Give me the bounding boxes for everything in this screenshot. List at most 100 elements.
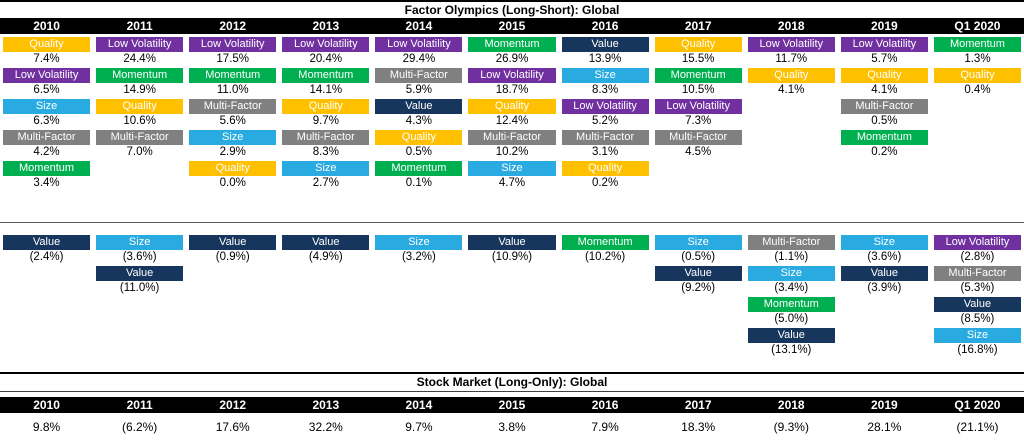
factor-chip-quality: Quality — [375, 130, 463, 145]
factor-column: Value (10.9%) — [465, 234, 558, 265]
factor-chip-momentum: Momentum — [96, 68, 184, 83]
factor-chip-low-volatility: Low Volatility — [96, 37, 184, 52]
factor-return-value: (2.4%) — [29, 251, 64, 263]
factor-return-value: 24.4% — [123, 53, 156, 65]
factor-column: Low Volatility 20.4% Momentum 14.1% Quality 9… — [279, 36, 372, 191]
factor-chip-momentum: Momentum — [468, 37, 556, 52]
factor-return-value: (11.0%) — [119, 282, 160, 294]
factor-chip-momentum: Momentum — [747, 297, 835, 312]
stock-market-return-value: (6.2%) — [121, 420, 158, 434]
year-header-cell: 2011 — [126, 398, 153, 412]
factor-column: Low Volatility 24.4% Momentum 14.9% Quality 1… — [93, 36, 186, 160]
factor-return-value: 4.7% — [498, 177, 526, 189]
factor-chip-low-volatility: Low Volatility — [933, 235, 1021, 250]
factor-column: Value (4.9%) — [279, 234, 372, 265]
year-header-cell: 2014 — [405, 19, 433, 33]
factor-return-value: (13.1%) — [771, 344, 812, 356]
year-header-row-top: 2010 2011 2012 2013 2014 2015 2016 2017 2018 2019… — [0, 18, 1024, 34]
factor-chip-momentum: Momentum — [933, 37, 1021, 52]
stock-market-return-value: 9.7% — [405, 420, 433, 434]
factor-column: Momentum (10.2%) — [559, 234, 652, 265]
factor-chip-momentum: Momentum — [189, 68, 277, 83]
year-header-cell: 2014 — [405, 398, 433, 412]
factor-column: Quality 7.4% Low Volatility 6.5% Size 6.3% Mul… — [0, 36, 93, 191]
year-header-cell: 2017 — [684, 398, 712, 412]
year-header-cell: 2012 — [219, 398, 247, 412]
factor-return-value: 14.9% — [123, 84, 156, 96]
factor-chip-quality: Quality — [840, 68, 928, 83]
factor-chip-quality: Quality — [561, 161, 649, 176]
factor-chip-size: Size — [933, 328, 1021, 343]
factor-return-value: 4.1% — [778, 84, 805, 96]
year-header-cell: 2013 — [312, 19, 340, 33]
factor-chip-multi-factor: Multi-Factor — [282, 130, 370, 145]
factor-return-value: 7.0% — [126, 146, 153, 158]
factor-chip-value: Value — [3, 235, 91, 250]
year-header-cell: 2019 — [871, 398, 898, 412]
factor-return-value: 10.5% — [681, 84, 715, 96]
year-header-cell: 2010 — [33, 398, 60, 412]
stock-market-values-row: 9.8% (6.2%) 17.6% 32.2% 9.7% 3.8% 7.9% 18.3% (9.… — [0, 420, 1024, 435]
factor-return-value: 4.3% — [405, 115, 433, 127]
factor-column: Multi-Factor (1.1%) Size (3.4%) Momentum (5.0… — [745, 234, 838, 358]
factor-column: Size (0.5%) Value (9.2%) — [652, 234, 745, 296]
factor-chip-size: Size — [561, 68, 649, 83]
year-header-cell: 2013 — [312, 398, 340, 412]
factor-chip-size: Size — [654, 235, 742, 250]
factor-return-value: 15.5% — [681, 53, 715, 65]
factor-chip-momentum: Momentum — [375, 161, 463, 176]
year-header-cell: 2018 — [777, 19, 805, 33]
year-header-cell: 2016 — [591, 19, 619, 33]
stock-market-return-value: (9.3%) — [773, 420, 809, 434]
stock-market-return-value: 7.9% — [591, 420, 619, 434]
year-header-cell: 2010 — [33, 19, 60, 33]
factor-return-value: 17.5% — [216, 53, 250, 65]
factor-return-value: 4.2% — [33, 146, 60, 158]
factor-chip-low-volatility: Low Volatility — [654, 99, 742, 114]
factor-chip-low-volatility: Low Volatility — [189, 37, 277, 52]
factor-chip-multi-factor: Multi-Factor — [840, 99, 928, 114]
factor-return-value: (3.6%) — [122, 251, 157, 263]
factor-return-value: 10.2% — [495, 146, 529, 158]
factor-olympics-title: Factor Olympics (Long-Short): Global — [404, 3, 620, 17]
factor-column: Low Volatility (2.8%) Multi-Factor (5.3%) Va… — [931, 234, 1024, 358]
year-header-cell: Q1 2020 — [954, 398, 1001, 412]
factor-return-value: 6.3% — [33, 115, 60, 127]
factor-return-value: (1.1%) — [774, 251, 809, 263]
year-header-cell: 2018 — [777, 398, 805, 412]
factor-return-value: (3.2%) — [401, 251, 436, 263]
factor-return-value: 18.7% — [495, 84, 529, 96]
factor-return-value: 2.7% — [312, 177, 339, 189]
factor-chip-multi-factor: Multi-Factor — [3, 130, 91, 145]
factor-chip-multi-factor: Multi-Factor — [375, 68, 463, 83]
factor-chip-multi-factor: Multi-Factor — [933, 266, 1021, 281]
factor-return-value: 2.9% — [219, 146, 246, 158]
factor-return-value: 0.1% — [405, 177, 433, 189]
factor-column: Low Volatility 29.4% Multi-Factor 5.9% Value… — [372, 36, 465, 191]
factor-chip-multi-factor: Multi-Factor — [654, 130, 742, 145]
factor-return-value: 10.6% — [123, 115, 156, 127]
factor-chip-momentum: Momentum — [3, 161, 91, 176]
factor-column: Momentum 1.3% Quality 0.4% — [931, 36, 1024, 98]
stock-market-return-value: 9.8% — [32, 420, 61, 434]
year-header-cell: 2016 — [591, 398, 619, 412]
factor-chip-quality: Quality — [654, 37, 742, 52]
factor-return-value: (4.9%) — [308, 251, 343, 263]
factor-chip-size: Size — [189, 130, 277, 145]
factor-chip-momentum: Momentum — [840, 130, 928, 145]
factor-return-value: 9.7% — [312, 115, 339, 127]
factor-return-value: 7.4% — [33, 53, 60, 65]
factor-chip-value: Value — [375, 99, 463, 114]
zero-line-divider — [0, 222, 1024, 223]
factor-return-value: 4.5% — [685, 146, 712, 158]
factor-column: Low Volatility 5.7% Quality 4.1% Multi-Facto… — [838, 36, 931, 160]
year-header-cell: 2015 — [498, 19, 526, 33]
factor-chip-value: Value — [561, 37, 649, 52]
factor-return-value: (10.9%) — [491, 251, 533, 263]
factor-chip-value: Value — [189, 235, 277, 250]
stock-market-return-value: 18.3% — [681, 420, 716, 434]
factor-return-value: 14.1% — [309, 84, 343, 96]
year-header-cell: 2011 — [126, 19, 153, 33]
factor-return-value: 0.4% — [964, 84, 991, 96]
